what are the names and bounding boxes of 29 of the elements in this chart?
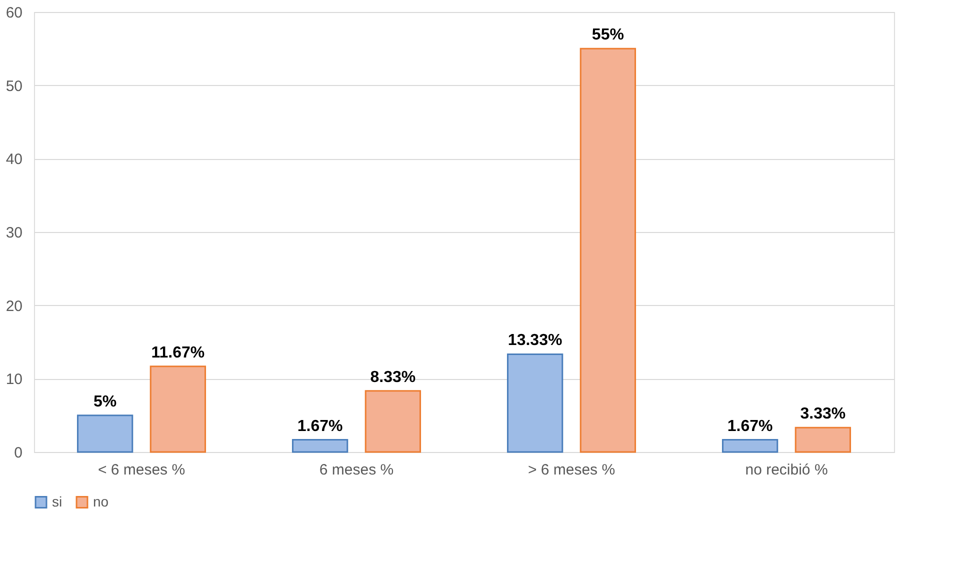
x-tick-label: < 6 meses % bbox=[98, 462, 186, 478]
y-tick-label: 40 bbox=[6, 151, 22, 168]
data-label: 1.67% bbox=[297, 418, 343, 435]
bar bbox=[150, 366, 206, 453]
bar bbox=[580, 48, 636, 453]
x-tick-label: no recibió % bbox=[745, 462, 828, 478]
bar bbox=[292, 439, 348, 453]
legend-label: no bbox=[93, 493, 109, 510]
legend-label: si bbox=[52, 493, 62, 510]
data-label: 3.33% bbox=[800, 406, 846, 423]
x-tick-label: 6 meses % bbox=[319, 462, 394, 478]
x-tick-label: > 6 meses % bbox=[528, 462, 616, 478]
data-label: 1.67% bbox=[727, 418, 773, 435]
data-label: 8.33% bbox=[370, 368, 416, 386]
y-tick-label: 20 bbox=[6, 298, 22, 315]
y-tick-label: 60 bbox=[6, 4, 22, 22]
bar bbox=[76, 414, 134, 453]
y-tick-label: 10 bbox=[6, 371, 22, 388]
bar bbox=[364, 390, 422, 453]
bar bbox=[794, 426, 852, 453]
y-tick-label: 0 bbox=[14, 444, 22, 462]
data-label: 5% bbox=[93, 393, 117, 410]
data-label: 11.67% bbox=[151, 344, 205, 362]
y-tick-label: 50 bbox=[6, 78, 22, 95]
bar bbox=[506, 353, 564, 453]
data-label: 55% bbox=[592, 26, 624, 44]
bar bbox=[722, 439, 778, 453]
data-label: 13.33% bbox=[508, 332, 562, 350]
y-tick-label: 30 bbox=[6, 224, 22, 242]
